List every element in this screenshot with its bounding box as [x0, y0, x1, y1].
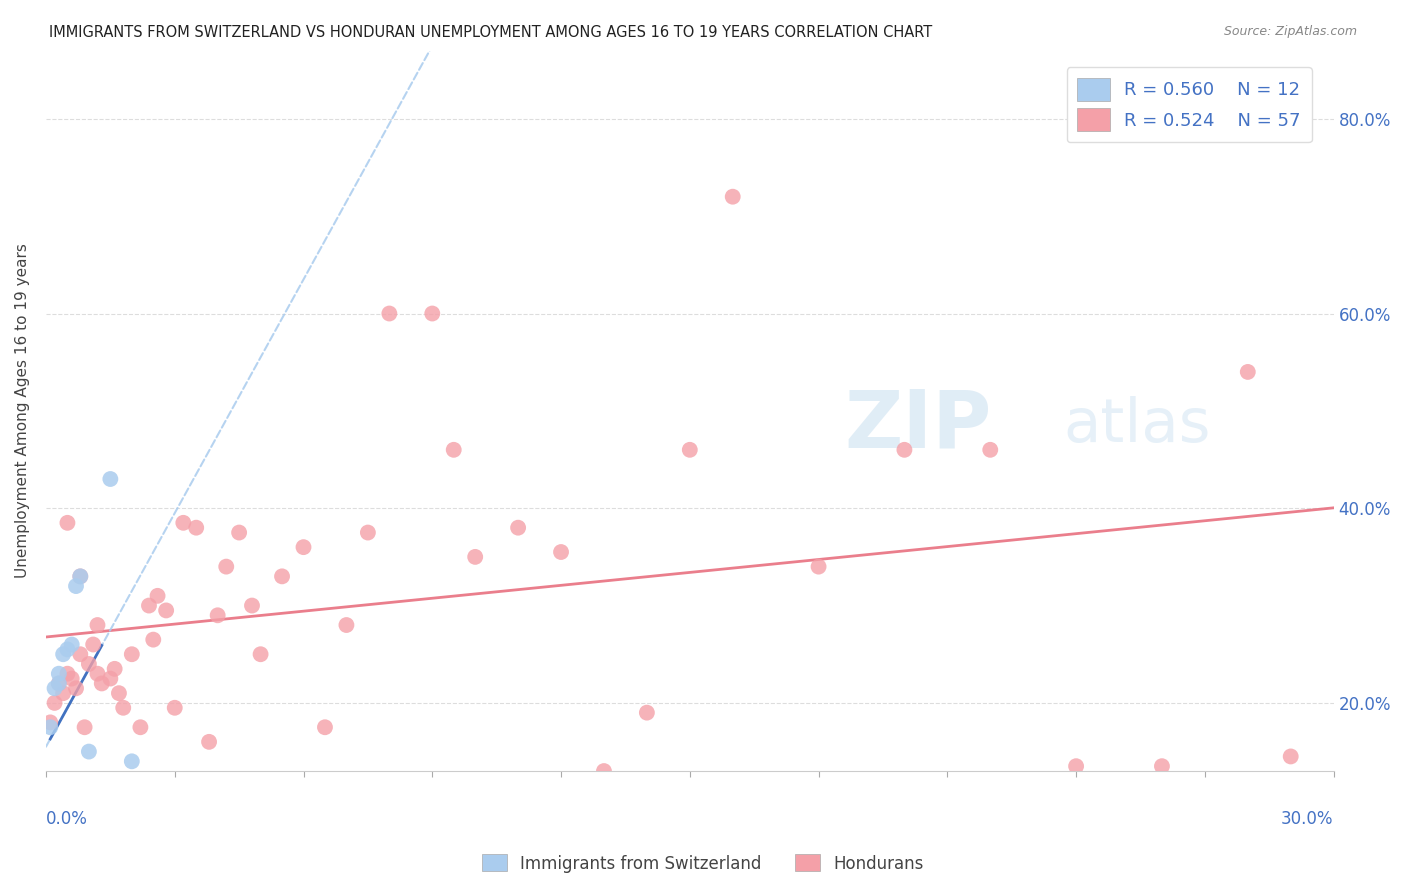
- Point: [56, 642, 79, 657]
- Point: [65, 579, 87, 593]
- Text: 30.0%: 30.0%: [1281, 810, 1334, 828]
- Point: [121, 754, 143, 768]
- Legend: Immigrants from Switzerland, Hondurans: Immigrants from Switzerland, Hondurans: [475, 847, 931, 880]
- Point: [44, 696, 66, 710]
- Point: [69, 569, 91, 583]
- Point: [155, 603, 177, 617]
- Point: [86, 618, 108, 632]
- Point: [240, 599, 263, 613]
- Point: [98, 672, 121, 686]
- Point: [121, 647, 143, 661]
- Point: [77, 745, 100, 759]
- Point: [129, 720, 152, 734]
- Point: [893, 442, 915, 457]
- Point: [979, 442, 1001, 457]
- Point: [550, 545, 572, 559]
- Point: [69, 569, 91, 583]
- Point: [56, 666, 79, 681]
- Point: [112, 700, 135, 714]
- Point: [679, 442, 702, 457]
- Point: [90, 676, 112, 690]
- Point: [60, 672, 83, 686]
- Point: [207, 608, 229, 623]
- Point: [1236, 365, 1258, 379]
- Point: [807, 559, 830, 574]
- Point: [186, 521, 208, 535]
- Point: [77, 657, 100, 671]
- Point: [1279, 749, 1302, 764]
- Point: [142, 632, 165, 647]
- Point: [314, 720, 336, 734]
- Point: [73, 720, 96, 734]
- Point: [52, 686, 75, 700]
- Text: atlas: atlas: [1063, 396, 1211, 455]
- Point: [292, 540, 315, 554]
- Point: [138, 599, 160, 613]
- Point: [104, 662, 127, 676]
- Point: [52, 647, 75, 661]
- Point: [1150, 759, 1173, 773]
- Point: [464, 549, 486, 564]
- Point: [108, 686, 131, 700]
- Point: [249, 647, 271, 661]
- Point: [39, 720, 62, 734]
- Point: [1064, 759, 1087, 773]
- Y-axis label: Unemployment Among Ages 16 to 19 years: Unemployment Among Ages 16 to 19 years: [15, 244, 30, 578]
- Point: [69, 647, 91, 661]
- Point: [378, 306, 401, 320]
- Text: IMMIGRANTS FROM SWITZERLAND VS HONDURAN UNEMPLOYMENT AMONG AGES 16 TO 19 YEARS C: IMMIGRANTS FROM SWITZERLAND VS HONDURAN …: [49, 25, 932, 40]
- Point: [335, 618, 357, 632]
- Point: [82, 638, 104, 652]
- Point: [48, 676, 70, 690]
- Point: [86, 666, 108, 681]
- Point: [98, 472, 121, 486]
- Point: [48, 666, 70, 681]
- Text: 0.0%: 0.0%: [46, 810, 87, 828]
- Point: [44, 681, 66, 696]
- Point: [357, 525, 380, 540]
- Point: [721, 190, 744, 204]
- Text: Source: ZipAtlas.com: Source: ZipAtlas.com: [1223, 25, 1357, 38]
- Point: [443, 442, 465, 457]
- Point: [146, 589, 169, 603]
- Point: [420, 306, 443, 320]
- Point: [636, 706, 658, 720]
- Point: [39, 715, 62, 730]
- Text: ZIP: ZIP: [845, 386, 991, 464]
- Point: [65, 681, 87, 696]
- Point: [56, 516, 79, 530]
- Point: [271, 569, 294, 583]
- Legend: R = 0.560    N = 12, R = 0.524    N = 57: R = 0.560 N = 12, R = 0.524 N = 57: [1067, 67, 1312, 142]
- Point: [593, 764, 616, 778]
- Point: [215, 559, 238, 574]
- Point: [228, 525, 250, 540]
- Point: [198, 735, 221, 749]
- Point: [172, 516, 194, 530]
- Point: [163, 700, 186, 714]
- Point: [60, 638, 83, 652]
- Point: [508, 521, 530, 535]
- Point: [48, 676, 70, 690]
